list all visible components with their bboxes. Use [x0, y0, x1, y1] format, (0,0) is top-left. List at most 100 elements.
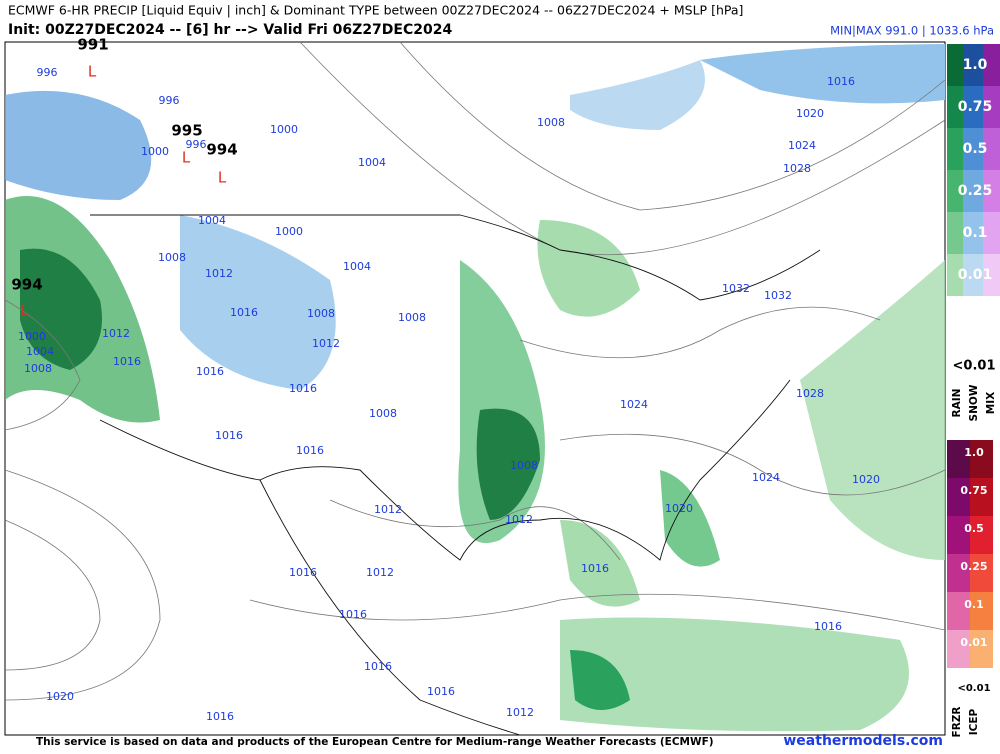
isobar-label: 1024: [620, 398, 648, 411]
legend-swatch: [947, 86, 963, 128]
legend-swatch: [947, 440, 970, 478]
isobar-label: 1032: [764, 289, 792, 302]
isobar-label: 1012: [205, 267, 233, 280]
isobar-label: 996: [186, 138, 207, 151]
legend-level: 0.75: [960, 484, 987, 497]
isobar-label: 996: [159, 94, 180, 107]
legend-type: FRZR: [951, 707, 963, 738]
data-notice: This service is based on data and produc…: [36, 736, 714, 748]
isobar-label: 991: [77, 36, 108, 54]
legend-swatch: [970, 630, 993, 668]
legend-swatch: [970, 592, 993, 630]
isobar-label: 1016: [814, 620, 842, 633]
isobar-label: 1024: [752, 471, 780, 484]
legend-swatch: [983, 44, 1000, 86]
isobar-label: 1024: [788, 139, 816, 152]
legend-level: 0.01: [958, 267, 993, 283]
legend-swatch: [947, 254, 963, 296]
legend-swatch: [963, 44, 983, 86]
isobar-label: 1016: [296, 444, 324, 457]
init-valid-line: Init: 00Z27DEC2024 -- [6] hr --> Valid F…: [8, 22, 452, 38]
isobar-label: 1004: [343, 260, 371, 273]
legend-level: 0.75: [958, 99, 993, 115]
low-marker: L: [182, 149, 191, 167]
isobar-label: 1016: [289, 566, 317, 579]
isobar-label: 1032: [722, 282, 750, 295]
isobar-label: 1008: [510, 459, 538, 472]
legend-level: 0.01: [960, 636, 987, 649]
isobar-label: 994: [206, 141, 237, 159]
isobar-label: 1016: [215, 429, 243, 442]
site-name: weathermodels.com: [783, 733, 943, 749]
isobar-label: 1008: [158, 251, 186, 264]
isobar-label: 1000: [141, 145, 169, 158]
isobar-label: 996: [37, 66, 58, 79]
isobar-label: 1016: [196, 365, 224, 378]
isobar-label: 1016: [339, 608, 367, 621]
low-marker: L: [20, 302, 29, 320]
legend-level: 0.1: [963, 225, 988, 241]
legend-swatch: [947, 516, 970, 554]
isobar-label: 994: [11, 276, 42, 294]
isobar-label: 1016: [289, 382, 317, 395]
legend-type: RAIN: [951, 389, 963, 418]
min-max-pressure: MIN|MAX 991.0 | 1033.6 hPa: [830, 24, 994, 38]
legend-swatch: [970, 516, 993, 554]
isobar-label: 1012: [312, 337, 340, 350]
map-title: ECMWF 6-HR PRECIP [Liquid Equiv | inch] …: [8, 3, 743, 18]
isobar-label: 1020: [46, 690, 74, 703]
legend-swatch: [963, 128, 983, 170]
legend-swatch: [947, 630, 970, 668]
legend: 1.0 0.75 0.5 0.25 0.1 0.01 <0.01 RAIN SNOW MIX 1.0…: [947, 44, 1000, 737]
isobar-label: 1008: [398, 311, 426, 324]
legend-swatch: [963, 254, 983, 296]
isobar-label: 1000: [270, 123, 298, 136]
legend-swatch: [947, 170, 963, 212]
isobar-label: 1016: [230, 306, 258, 319]
isobar-label: 1016: [827, 75, 855, 88]
legend-below: <0.01: [957, 683, 990, 694]
legend-swatch: [970, 478, 993, 516]
legend-swatch: [947, 128, 963, 170]
isobar-label: 1012: [506, 706, 534, 719]
legend-swatch: [963, 212, 983, 254]
legend-swatch: [947, 44, 963, 86]
legend-type: ICEP: [968, 708, 980, 735]
isobar-label: 995: [171, 122, 202, 140]
isobar-label: 1012: [374, 503, 402, 516]
legend-swatch: [983, 212, 1000, 254]
isobar-label: 1008: [369, 407, 397, 420]
precip-areas: [5, 44, 945, 732]
isobar-label: 1016: [581, 562, 609, 575]
isobar-label: 1004: [198, 214, 226, 227]
legend-level: 1.0: [964, 446, 984, 459]
legend-swatch: [983, 128, 1000, 170]
isobar-label: 1012: [505, 513, 533, 526]
isobar-label: 1008: [307, 307, 335, 320]
legend-swatch: [983, 86, 1000, 128]
legend-level: 0.5: [963, 141, 988, 157]
isobar-label: 1012: [102, 327, 130, 340]
legend-below: <0.01: [953, 359, 996, 374]
legend-swatch: [963, 86, 983, 128]
isobar-label: 1008: [24, 362, 52, 375]
isobar-label: 1000: [18, 330, 46, 343]
legend-level: 1.0: [963, 57, 988, 73]
isobar-label: 1004: [26, 345, 54, 358]
isobar-label: 1028: [783, 162, 811, 175]
legend-swatch: [983, 170, 1000, 212]
isobar-label: 1012: [366, 566, 394, 579]
legend-type: MIX: [985, 392, 997, 414]
legend-type: SNOW: [968, 384, 980, 421]
isobar-label: 1028: [796, 387, 824, 400]
legend-swatch: [947, 592, 970, 630]
legend-swatch: [947, 478, 970, 516]
legend-swatch: [963, 170, 983, 212]
legend-level: 0.25: [958, 183, 993, 199]
legend-swatch: [970, 440, 993, 478]
isobar-label: 1000: [275, 225, 303, 238]
isobar-label: 1020: [665, 502, 693, 515]
isobar-label: 1016: [206, 710, 234, 723]
